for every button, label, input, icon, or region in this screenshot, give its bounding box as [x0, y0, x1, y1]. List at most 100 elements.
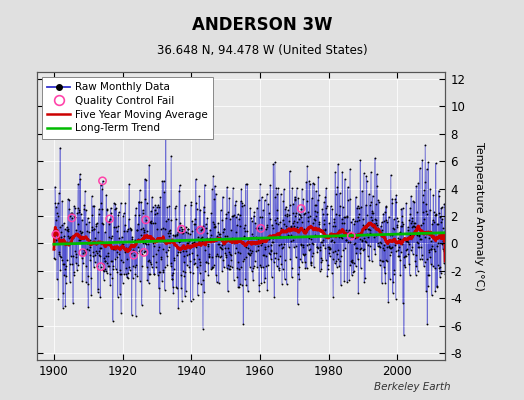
- Point: [414, 244, 423, 251]
- Point: [228, 213, 236, 220]
- Point: [362, 225, 370, 231]
- Point: [277, 261, 286, 267]
- Point: [173, 252, 182, 258]
- Point: [261, 246, 269, 252]
- Point: [77, 210, 85, 217]
- Point: [138, 250, 147, 257]
- Point: [109, 263, 117, 270]
- Point: [358, 238, 367, 244]
- Point: [420, 259, 429, 265]
- Point: [146, 220, 155, 226]
- Point: [112, 224, 120, 230]
- Point: [139, 225, 148, 232]
- Point: [97, 200, 105, 206]
- Point: [336, 253, 345, 259]
- Point: [155, 285, 163, 292]
- Point: [77, 230, 85, 236]
- Point: [327, 232, 335, 238]
- Point: [111, 245, 119, 252]
- Point: [216, 244, 224, 251]
- Point: [135, 248, 144, 254]
- Point: [400, 262, 408, 268]
- Point: [136, 277, 144, 284]
- Point: [263, 287, 271, 293]
- Point: [320, 226, 329, 232]
- Point: [150, 243, 158, 249]
- Point: [250, 209, 259, 215]
- Point: [303, 242, 311, 248]
- Point: [147, 208, 155, 214]
- Point: [428, 292, 436, 298]
- Point: [151, 220, 159, 226]
- Point: [213, 279, 221, 285]
- Point: [281, 257, 289, 263]
- Point: [313, 244, 321, 250]
- Point: [169, 284, 177, 290]
- Point: [180, 272, 189, 279]
- Point: [411, 224, 419, 230]
- Point: [193, 251, 201, 258]
- Point: [322, 256, 330, 263]
- Point: [207, 266, 215, 272]
- Point: [326, 246, 334, 252]
- Point: [433, 243, 441, 250]
- Point: [354, 256, 362, 263]
- Point: [399, 235, 408, 241]
- Point: [405, 261, 413, 267]
- Point: [372, 217, 380, 223]
- Point: [382, 256, 390, 263]
- Point: [136, 247, 145, 253]
- Point: [50, 246, 58, 252]
- Point: [381, 204, 390, 210]
- Point: [85, 243, 94, 250]
- Point: [229, 237, 237, 243]
- Point: [386, 232, 395, 239]
- Point: [246, 247, 254, 253]
- Point: [357, 204, 365, 210]
- Point: [161, 226, 169, 232]
- Point: [236, 250, 245, 256]
- Point: [99, 178, 107, 184]
- Point: [340, 220, 348, 226]
- Point: [160, 178, 168, 184]
- Point: [307, 260, 315, 266]
- Point: [208, 186, 216, 192]
- Point: [113, 269, 122, 275]
- Point: [128, 234, 136, 240]
- Point: [383, 219, 391, 225]
- Point: [213, 250, 222, 257]
- Point: [274, 256, 282, 262]
- Point: [288, 209, 297, 216]
- Point: [403, 224, 412, 230]
- Point: [50, 255, 59, 261]
- Point: [59, 290, 68, 296]
- Point: [416, 236, 424, 242]
- Point: [295, 276, 303, 282]
- Point: [319, 242, 328, 249]
- Point: [136, 248, 145, 254]
- Point: [345, 239, 354, 245]
- Point: [178, 230, 186, 237]
- Point: [325, 246, 333, 252]
- Point: [70, 272, 78, 278]
- Point: [268, 225, 277, 231]
- Point: [59, 260, 67, 267]
- Point: [365, 191, 373, 197]
- Point: [364, 226, 373, 232]
- Point: [300, 211, 308, 217]
- Point: [300, 252, 308, 258]
- Point: [270, 159, 279, 165]
- Point: [129, 263, 137, 270]
- Point: [348, 259, 356, 266]
- Point: [95, 248, 104, 254]
- Point: [399, 205, 407, 212]
- Point: [406, 211, 414, 217]
- Point: [257, 280, 266, 286]
- Point: [227, 227, 235, 234]
- Point: [251, 240, 259, 247]
- Point: [173, 228, 182, 235]
- Point: [299, 196, 308, 203]
- Point: [203, 234, 211, 241]
- Point: [412, 239, 421, 246]
- Point: [121, 221, 129, 228]
